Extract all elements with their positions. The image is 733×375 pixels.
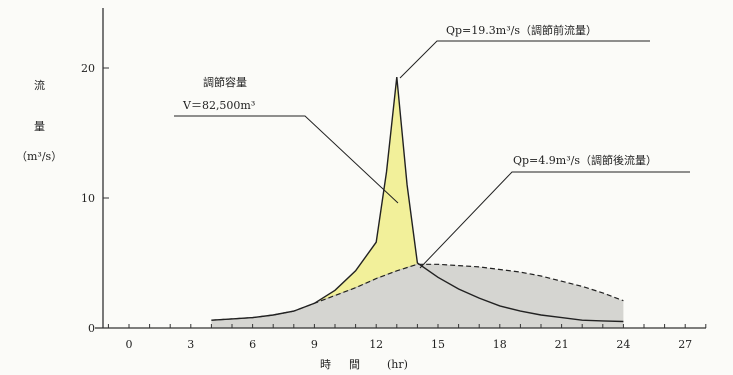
x-tick-label: 18 [493, 338, 507, 351]
storage-title: 調節容量 [203, 75, 247, 89]
x-tick-label: 3 [187, 338, 194, 351]
x-axis-label-1: 時 [320, 358, 331, 371]
peak-outflow-leader-line [419, 171, 690, 269]
x-tick-label: 9 [311, 338, 318, 351]
x-tick-label: 0 [126, 338, 133, 351]
x-tick-label: 27 [678, 338, 692, 351]
peak-outflow-label: Qp=4.9m³/s（調節後流量） [513, 153, 657, 167]
x-tick-label: 21 [555, 338, 569, 351]
storage-value: V＝82,500m³ [182, 99, 255, 112]
y-axis-label-2: 量 [34, 120, 45, 133]
x-axis-ticks: 0 3 6 9 12 15 18 21 24 27 [107, 324, 707, 351]
x-tick-label: 24 [616, 338, 630, 351]
y-axis-label-3: （m³/s） [16, 150, 62, 163]
peak-inflow-leader-line [399, 40, 650, 79]
y-axis-ticks: 0 10 20 [81, 62, 109, 335]
x-axis-label-2: 間 [349, 358, 360, 371]
storage-leader-line [174, 115, 399, 204]
x-tick-label: 12 [369, 338, 383, 351]
peak-inflow-label: Qp=19.3m³/s（調節前流量） [446, 23, 597, 37]
y-tick-label: 20 [81, 62, 95, 75]
outflow-hydrograph-line [211, 263, 624, 321]
y-axis-label-1: 流 [34, 78, 45, 92]
outflow-area [211, 264, 624, 328]
x-tick-label: 6 [249, 338, 256, 351]
x-axis-label-3: (hr) [387, 358, 408, 371]
y-tick-label: 10 [81, 192, 95, 205]
x-tick-label: 15 [431, 338, 445, 351]
y-tick-label: 0 [88, 322, 95, 335]
